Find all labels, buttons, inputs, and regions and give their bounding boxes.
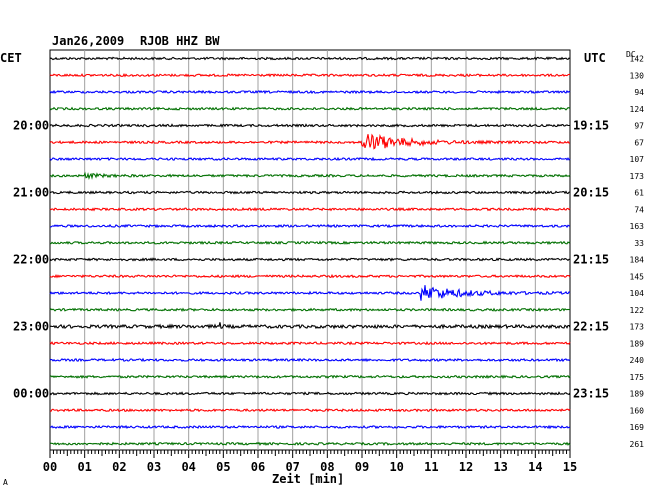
right-time-label: 20:15 xyxy=(573,186,609,200)
dc-offset-label: 122 xyxy=(630,306,645,315)
right-time-label: 23:15 xyxy=(573,387,609,401)
trace-line xyxy=(49,240,571,246)
trace-line xyxy=(49,106,571,111)
dc-offset-label: 160 xyxy=(630,406,645,415)
x-tick-label: 03 xyxy=(147,460,161,474)
trace-line xyxy=(49,322,571,330)
trace-line xyxy=(49,357,571,363)
trace-line xyxy=(49,171,571,180)
dc-offset-label: 173 xyxy=(630,172,645,181)
dc-offset-label: 169 xyxy=(630,423,645,432)
trace-line xyxy=(49,408,571,413)
left-time-label: 20:00 xyxy=(13,119,49,133)
header-date: Jan26,2009 xyxy=(52,34,124,48)
dc-offset-label: 94 xyxy=(634,88,644,97)
dc-offset-label: 104 xyxy=(630,289,645,298)
dc-offset-label: 61 xyxy=(634,189,644,198)
x-tick-label: 06 xyxy=(251,460,265,474)
dc-offset-label: 189 xyxy=(630,390,645,399)
left-time-label: 23:00 xyxy=(13,320,49,334)
dc-offset-label: 175 xyxy=(630,373,645,382)
trace-line xyxy=(50,223,570,229)
plot-frame xyxy=(49,49,571,451)
trace-line xyxy=(49,340,571,346)
dc-offset-label: 173 xyxy=(630,323,645,332)
x-tick-label: 14 xyxy=(528,460,542,474)
dc-label: DC xyxy=(626,50,636,59)
dc-offset-label: 97 xyxy=(634,122,644,131)
trace-line xyxy=(49,285,571,301)
x-axis-label: Zeit [min] xyxy=(272,472,344,486)
trace-line xyxy=(49,391,571,396)
dc-offset-label: 130 xyxy=(630,71,645,80)
x-tick-label: 05 xyxy=(216,460,230,474)
trace-line xyxy=(49,374,571,380)
traces xyxy=(49,56,571,446)
dc-offset-labels: 142 130 94 124 97 67 107 173 61 74 163 33 184 145 104 1… xyxy=(630,55,645,449)
trace-line xyxy=(49,72,570,78)
dc-offset-label: 240 xyxy=(630,356,645,365)
trace-line xyxy=(49,123,571,128)
trace-line xyxy=(49,424,571,430)
x-tick-label: 09 xyxy=(355,460,369,474)
dc-offset-label: 145 xyxy=(630,272,645,281)
dc-offset-label: 74 xyxy=(634,205,644,214)
dc-offset-label: 142 xyxy=(630,55,645,64)
x-tick-label: 08 xyxy=(320,460,334,474)
dc-offset-label: 261 xyxy=(630,440,645,449)
trace-line xyxy=(49,441,571,446)
x-tick-label: 04 xyxy=(181,460,195,474)
header-station: RJOB HHZ BW xyxy=(140,34,220,48)
dc-offset-label: 67 xyxy=(634,138,644,147)
corner-mark: A xyxy=(3,478,8,487)
right-time-label: 22:15 xyxy=(573,320,609,334)
left-time-labels: 20:00 21:00 22:00 23:00 00:00 xyxy=(13,119,49,401)
trace-line xyxy=(49,89,571,95)
right-timezone-label: UTC xyxy=(584,51,606,65)
right-time-label: 21:15 xyxy=(573,253,609,267)
x-tick-label: 11 xyxy=(424,460,438,474)
right-time-labels: 19:15 20:15 21:15 22:15 23:15 xyxy=(573,119,609,401)
left-time-label: 00:00 xyxy=(13,387,49,401)
left-time-label: 22:00 xyxy=(13,253,49,267)
x-tick-label: 00 xyxy=(43,460,57,474)
dc-offset-label: 107 xyxy=(630,155,645,164)
x-axis: 00 01 02 03 04 05 06 07 08 09 10 11 12 13 14 15 xyxy=(43,450,577,474)
trace-line xyxy=(49,257,570,262)
x-tick-label: 10 xyxy=(389,460,403,474)
left-time-label: 21:00 xyxy=(13,186,49,200)
x-tick-label: 01 xyxy=(77,460,91,474)
trace-line xyxy=(49,273,571,279)
x-tick-label: 12 xyxy=(459,460,473,474)
trace-line xyxy=(49,56,571,61)
dc-offset-label: 189 xyxy=(630,339,645,348)
x-tick-label: 07 xyxy=(285,460,299,474)
dc-offset-label: 33 xyxy=(634,239,644,248)
trace-line xyxy=(49,190,571,195)
x-tick-label: 13 xyxy=(493,460,507,474)
grid xyxy=(49,49,571,451)
trace-line xyxy=(49,133,570,150)
trace-line xyxy=(49,156,571,162)
x-tick-label: 15 xyxy=(563,460,577,474)
dc-offset-label: 184 xyxy=(630,256,645,265)
dc-offset-label: 124 xyxy=(630,105,645,114)
trace-line xyxy=(49,206,571,212)
trace-line xyxy=(49,307,571,313)
right-time-label: 19:15 xyxy=(573,119,609,133)
left-timezone-label: CET xyxy=(0,51,22,65)
dc-offset-label: 163 xyxy=(630,222,645,231)
x-tick-label: 02 xyxy=(112,460,126,474)
